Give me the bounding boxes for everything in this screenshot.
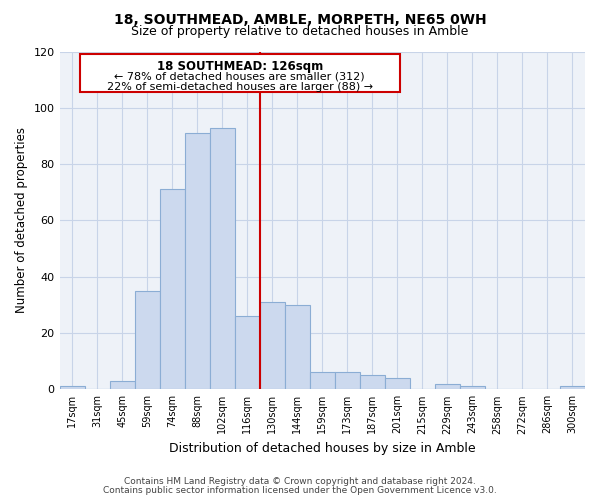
Text: ← 78% of detached houses are smaller (312): ← 78% of detached houses are smaller (31… bbox=[115, 71, 365, 81]
FancyBboxPatch shape bbox=[80, 54, 400, 92]
Bar bbox=[185, 133, 209, 390]
Text: 18, SOUTHMEAD, AMBLE, MORPETH, NE65 0WH: 18, SOUTHMEAD, AMBLE, MORPETH, NE65 0WH bbox=[113, 12, 487, 26]
Bar bbox=[310, 372, 335, 390]
Bar bbox=[285, 305, 310, 390]
Bar bbox=[160, 190, 185, 390]
Text: 22% of semi-detached houses are larger (88) →: 22% of semi-detached houses are larger (… bbox=[107, 82, 373, 92]
Bar bbox=[59, 386, 85, 390]
Text: Size of property relative to detached houses in Amble: Size of property relative to detached ho… bbox=[131, 25, 469, 38]
Bar bbox=[209, 128, 235, 390]
Bar bbox=[435, 384, 460, 390]
Bar bbox=[335, 372, 360, 390]
Bar bbox=[560, 386, 585, 390]
Bar bbox=[460, 386, 485, 390]
Text: Contains public sector information licensed under the Open Government Licence v3: Contains public sector information licen… bbox=[103, 486, 497, 495]
Text: Contains HM Land Registry data © Crown copyright and database right 2024.: Contains HM Land Registry data © Crown c… bbox=[124, 477, 476, 486]
Bar bbox=[235, 316, 260, 390]
Bar bbox=[360, 375, 385, 390]
Bar bbox=[385, 378, 410, 390]
Y-axis label: Number of detached properties: Number of detached properties bbox=[15, 128, 28, 314]
Bar bbox=[110, 381, 134, 390]
Text: 18 SOUTHMEAD: 126sqm: 18 SOUTHMEAD: 126sqm bbox=[157, 60, 323, 73]
Bar bbox=[260, 302, 285, 390]
X-axis label: Distribution of detached houses by size in Amble: Distribution of detached houses by size … bbox=[169, 442, 476, 455]
Bar bbox=[134, 291, 160, 390]
